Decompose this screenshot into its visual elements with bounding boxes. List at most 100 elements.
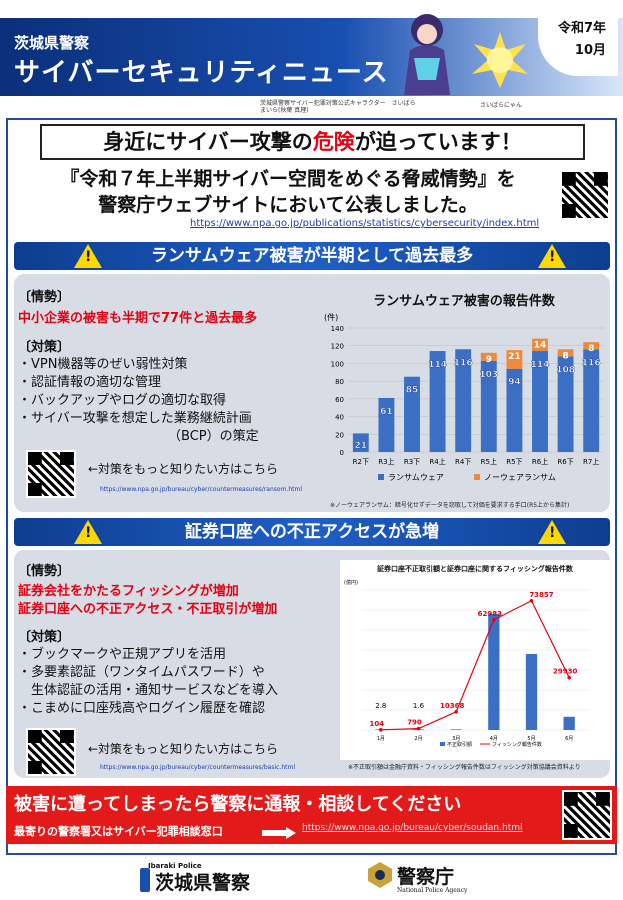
chart1-value-label-noware: 21 xyxy=(508,352,521,362)
measure-item: ・多要素認証（ワンタイムパスワード）や xyxy=(18,665,265,680)
section2-situation-label: 〔情勢〕 xyxy=(18,564,71,579)
chart1-ytick: 140 xyxy=(331,325,344,333)
section2-title: 証券口座への不正アクセスが急増 xyxy=(184,522,440,542)
mascot-girl-illustration xyxy=(392,10,462,100)
chart1-ytick: 40 xyxy=(335,414,344,422)
chart1-bar-ransomware xyxy=(480,360,497,452)
chart1-bar-ransomware xyxy=(455,349,472,452)
chart1-value-label: 114 xyxy=(531,360,550,370)
chart1-value-label: 116 xyxy=(454,358,473,368)
chart1-xtick: R3下 xyxy=(404,458,420,466)
chart1-value-label-noware: 14 xyxy=(534,341,547,351)
chart1-bar-noware xyxy=(532,338,548,352)
section2-more-link[interactable]: ←対策をもっと知りたい方はこちら xyxy=(88,742,279,756)
chart2-line-point xyxy=(492,617,496,622)
chart2-line-point xyxy=(454,710,458,714)
measure-item: ・VPN機器等のぜい弱性対策 xyxy=(18,357,188,372)
chart2-line-label: 10368 xyxy=(440,702,464,710)
qr-code-contact[interactable] xyxy=(562,790,612,840)
footer-logos xyxy=(0,858,623,900)
ibaraki-police-name: 茨城県警察 xyxy=(155,872,251,894)
chart2-line-label: 790 xyxy=(407,719,422,727)
chart1-value-label: 61 xyxy=(380,407,393,417)
chart1-legend-swatch xyxy=(474,474,480,480)
issue-month: 10月 xyxy=(574,43,606,58)
securities-chart: 証券口座不正取引額と証券口座に関するフィッシング報告件数 (億円) 2.8 1月 1.… xyxy=(340,560,610,760)
chart2-xtick: 3月 xyxy=(452,736,460,742)
section1-measures-list: ・VPN機器等のぜい弱性対策 ・認証情報の適切な管理 ・バックアップやログの適切… xyxy=(18,356,318,446)
chart2-bar xyxy=(563,716,575,730)
content-frame xyxy=(6,118,617,855)
chart1-xtick: R6下 xyxy=(557,458,573,466)
chart2-legend-label: 不正取引額 xyxy=(447,741,472,748)
chart1-bar-ransomware xyxy=(583,349,600,452)
contact-sub: 最寄りの警察署又はサイバー犯罪相談窓口 xyxy=(14,825,223,838)
measure-item: ・認証情報の適切な管理 xyxy=(18,375,162,390)
chart2-line-label: 104 xyxy=(370,720,385,728)
ibaraki-police-en: Ibaraki Police xyxy=(148,862,202,870)
section1-url[interactable]: https://www.npa.go.jp/bureau/cyber/count… xyxy=(100,486,302,493)
announcement-line1: 『令和７年上半期サイバー空間をめぐる脅威情勢』を xyxy=(60,168,516,190)
qr-code-securities[interactable] xyxy=(26,728,76,776)
measure-item: ・ブックマークや正規アプリを活用 xyxy=(18,647,227,662)
chart1-xtick: R4下 xyxy=(455,458,471,466)
chart2-xtick: 4月 xyxy=(490,736,498,742)
contact-link[interactable]: https://www.npa.go.jp/bureau/cyber/souda… xyxy=(302,823,523,833)
issue-date: 令和7年 10月 xyxy=(538,8,618,76)
chart1-svg: (件) 0 20 40 60 80 100 120 140 21 R2下 61 R3上 85 R3下 114 R… xyxy=(324,312,604,482)
chart1-ylabel: (件) xyxy=(324,312,338,322)
ransomware-chart: ランサムウェア被害の報告件数 (件) 0 20 40 60 80 100 120 140 21 R2… xyxy=(318,286,610,498)
headline-before: 身近にサイバー攻撃の xyxy=(103,130,313,154)
measure-item: 生体認証の活用・通知サービスなどを導入 xyxy=(18,683,279,698)
announcement-url[interactable]: https://www.npa.go.jp/publications/stati… xyxy=(190,218,540,229)
qr-code-announcement[interactable] xyxy=(560,170,610,220)
chart1-value-label: 94 xyxy=(508,378,521,388)
chart2-xtick: 5月 xyxy=(527,736,535,742)
newsletter-title: サイバーセキュリティニュース xyxy=(14,58,389,88)
npa-name: 警察庁 xyxy=(397,866,455,888)
chart2-line xyxy=(380,599,570,731)
measure-item: ・サイバー攻撃を想定した業務継続計画 xyxy=(18,411,252,426)
chart1-bar-ransomware xyxy=(557,356,574,452)
chart1-ytick: 120 xyxy=(331,343,344,351)
chart1-ytick: 0 xyxy=(340,449,344,457)
chart1-value-label: 21 xyxy=(355,441,368,451)
chart1-legend-label: ランサムウェア xyxy=(388,473,444,482)
character2-caption: さいばらにゃん xyxy=(480,102,523,109)
section1-title: ランサムウェア被害が半期として過去最多 xyxy=(150,246,474,266)
chart1-xtick: R2下 xyxy=(353,458,369,466)
ibaraki-police-logo-icon xyxy=(140,868,150,892)
chart1-bar-ransomware xyxy=(429,351,446,452)
chart1-value-label-noware: 8 xyxy=(588,344,594,354)
header-band xyxy=(0,18,623,96)
chart2-xtick: 6月 xyxy=(565,736,573,742)
chart1-bar-ransomware xyxy=(532,351,548,452)
qr-code-ransomware[interactable] xyxy=(26,450,76,498)
section1-more-link[interactable]: ←対策をもっと知りたい方はこちら xyxy=(88,462,279,476)
chart1-value-label-noware: 9 xyxy=(486,355,492,365)
measure-item: （BCP）の策定 xyxy=(168,429,259,444)
chart1-ytick: 60 xyxy=(335,396,344,404)
chart1-value-label: 114 xyxy=(428,360,447,370)
section2-title-bar: 証券口座への不正アクセスが急増 xyxy=(14,518,610,546)
chart1-bar-ransomware xyxy=(404,376,420,452)
section2-situation1: 証券会社をかたるフィッシングが増加 xyxy=(18,584,239,599)
chart1-ytick: 80 xyxy=(335,378,344,386)
chart1-legend-label: ノーウェアランサム xyxy=(484,473,556,482)
section2-situation2: 証券口座への不正アクセス・不正取引が増加 xyxy=(18,602,278,617)
chart1-bar-ransomware xyxy=(378,397,395,452)
chart1-value-label: 85 xyxy=(406,386,419,396)
chart2-bar-label: 1.6 xyxy=(413,702,425,710)
warning-icon: ! xyxy=(74,244,102,268)
chart2-xtick: 1月 xyxy=(377,736,385,742)
chart1-bar-noware xyxy=(557,349,574,357)
chart2-line-point xyxy=(379,728,383,732)
chart2-ylabel: (億円) xyxy=(344,579,358,586)
chart1-title: ランサムウェア被害の報告件数 xyxy=(373,294,555,309)
section2-url[interactable]: https://www.npa.go.jp/bureau/cyber/count… xyxy=(100,764,295,771)
announcement-line2: 警察庁ウェブサイトにおいて公表しました。 xyxy=(98,194,478,216)
chart2-line-point xyxy=(529,598,534,603)
chart1-bar-ransomware xyxy=(352,433,369,452)
contact-banner xyxy=(6,786,617,844)
prefecture-name: 茨城県警察 xyxy=(14,34,90,52)
